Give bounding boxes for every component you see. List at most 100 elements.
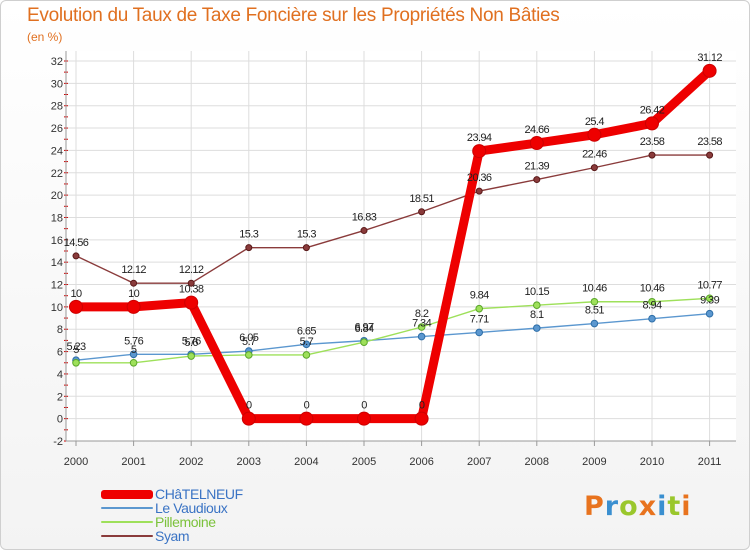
data-point xyxy=(184,295,199,310)
data-point xyxy=(475,304,484,313)
x-tick-label: 2010 xyxy=(640,456,664,468)
y-tick-label: 8 xyxy=(57,324,63,336)
data-label: 8.51 xyxy=(585,305,604,317)
data-label: 18.51 xyxy=(409,193,434,205)
x-tick-label: 2003 xyxy=(237,456,261,468)
data-point xyxy=(702,63,717,78)
data-label: 20.36 xyxy=(467,172,492,184)
data-label: 16.83 xyxy=(352,212,377,224)
data-label: 5.6 xyxy=(184,337,198,349)
data-label: 24.66 xyxy=(525,124,550,136)
x-tick-label: 2008 xyxy=(525,456,549,468)
data-point xyxy=(587,127,602,142)
y-tick-label: 28 xyxy=(51,101,63,113)
data-label: 23.58 xyxy=(697,136,722,148)
data-label: 10.15 xyxy=(525,286,550,298)
data-label: 5.7 xyxy=(300,336,314,348)
data-point xyxy=(302,244,310,252)
data-point xyxy=(472,144,487,159)
legend-label: Pillemoine xyxy=(155,514,216,530)
data-point xyxy=(187,352,195,360)
y-tick-label: 26 xyxy=(51,123,63,135)
data-label: 25.4 xyxy=(585,116,604,128)
data-label: 10.46 xyxy=(640,283,665,295)
data-label: 31.12 xyxy=(697,52,722,64)
data-label: 26.42 xyxy=(640,104,665,116)
y-tick-label: 4 xyxy=(57,369,63,381)
series-line-1 xyxy=(75,313,711,361)
y-tick-label: 12 xyxy=(51,280,63,292)
data-point xyxy=(648,151,656,159)
chart-title: Evolution du Taux de Taxe Foncière sur l… xyxy=(27,5,560,26)
data-label: 8.1 xyxy=(530,309,544,321)
logo-letter: r xyxy=(604,491,620,522)
data-point xyxy=(69,299,83,314)
data-point xyxy=(360,338,368,347)
data-label: 5.76 xyxy=(182,335,201,347)
x-tick-label: 2006 xyxy=(409,456,433,468)
x-tick-label: 2002 xyxy=(179,456,203,468)
data-point xyxy=(417,323,426,331)
data-point xyxy=(129,350,138,359)
legend-swatch xyxy=(101,535,153,537)
logo-letter: t xyxy=(667,491,682,522)
data-label: 8.2 xyxy=(415,308,429,320)
plot-area xyxy=(66,51,736,441)
y-tick-label: 6 xyxy=(57,347,63,359)
data-label: 12.12 xyxy=(179,264,204,276)
series-line-3 xyxy=(75,154,711,284)
data-point xyxy=(414,411,429,426)
data-point xyxy=(187,279,195,287)
data-label: 9.84 xyxy=(470,290,489,302)
legend-item: Le Vaudioux xyxy=(101,501,243,515)
data-point xyxy=(72,252,80,260)
data-point xyxy=(590,164,598,172)
data-label: 10 xyxy=(128,288,140,300)
logo-letter: i xyxy=(681,491,692,522)
legend-label: Le Vaudioux xyxy=(155,500,228,516)
data-label: 10.77 xyxy=(697,279,722,291)
legend-item: Syam xyxy=(101,529,243,543)
data-point xyxy=(245,351,253,359)
data-label: 10.46 xyxy=(582,283,607,295)
legend-item: CHâTELNEUF xyxy=(101,487,243,501)
data-point xyxy=(417,332,426,341)
logo-letter: i xyxy=(657,491,668,522)
data-label: 15.3 xyxy=(239,229,258,241)
y-tick-label: 22 xyxy=(51,168,63,180)
data-label: 9.39 xyxy=(700,295,719,307)
data-label: 23.94 xyxy=(467,132,492,144)
chart-legend: CHâTELNEUF Le Vaudioux Pillemoine Syam xyxy=(101,487,243,543)
legend-item: Pillemoine xyxy=(101,515,243,529)
data-point xyxy=(129,358,138,367)
x-tick-label: 2005 xyxy=(352,456,376,468)
data-label: 6.05 xyxy=(239,332,258,344)
proxiti-logo: Proxiti xyxy=(584,491,692,522)
data-point xyxy=(705,294,714,303)
data-label: 5 xyxy=(73,344,79,356)
data-point xyxy=(126,299,141,314)
x-tick-label: 2007 xyxy=(467,456,491,468)
data-point xyxy=(648,297,656,306)
data-point xyxy=(357,411,371,426)
data-label: 7.71 xyxy=(470,313,489,325)
chart-unit-label: (en %) xyxy=(27,30,63,44)
legend-swatch xyxy=(101,489,153,499)
data-point xyxy=(590,297,599,306)
x-tick-label: 2009 xyxy=(582,456,606,468)
data-label: 14.56 xyxy=(64,237,89,249)
data-point xyxy=(72,358,80,367)
data-label: 22.46 xyxy=(582,149,607,161)
data-label: 0 xyxy=(419,400,425,412)
data-label: 10.38 xyxy=(179,284,204,296)
legend-label: Syam xyxy=(155,528,190,544)
y-tick-label: 2 xyxy=(57,391,63,403)
data-label: 7.34 xyxy=(412,318,431,330)
data-point xyxy=(533,324,541,332)
data-label: 10 xyxy=(70,288,82,300)
x-tick-label: 2000 xyxy=(64,456,88,468)
x-tick-label: 2004 xyxy=(294,456,318,468)
legend-swatch xyxy=(101,521,153,523)
